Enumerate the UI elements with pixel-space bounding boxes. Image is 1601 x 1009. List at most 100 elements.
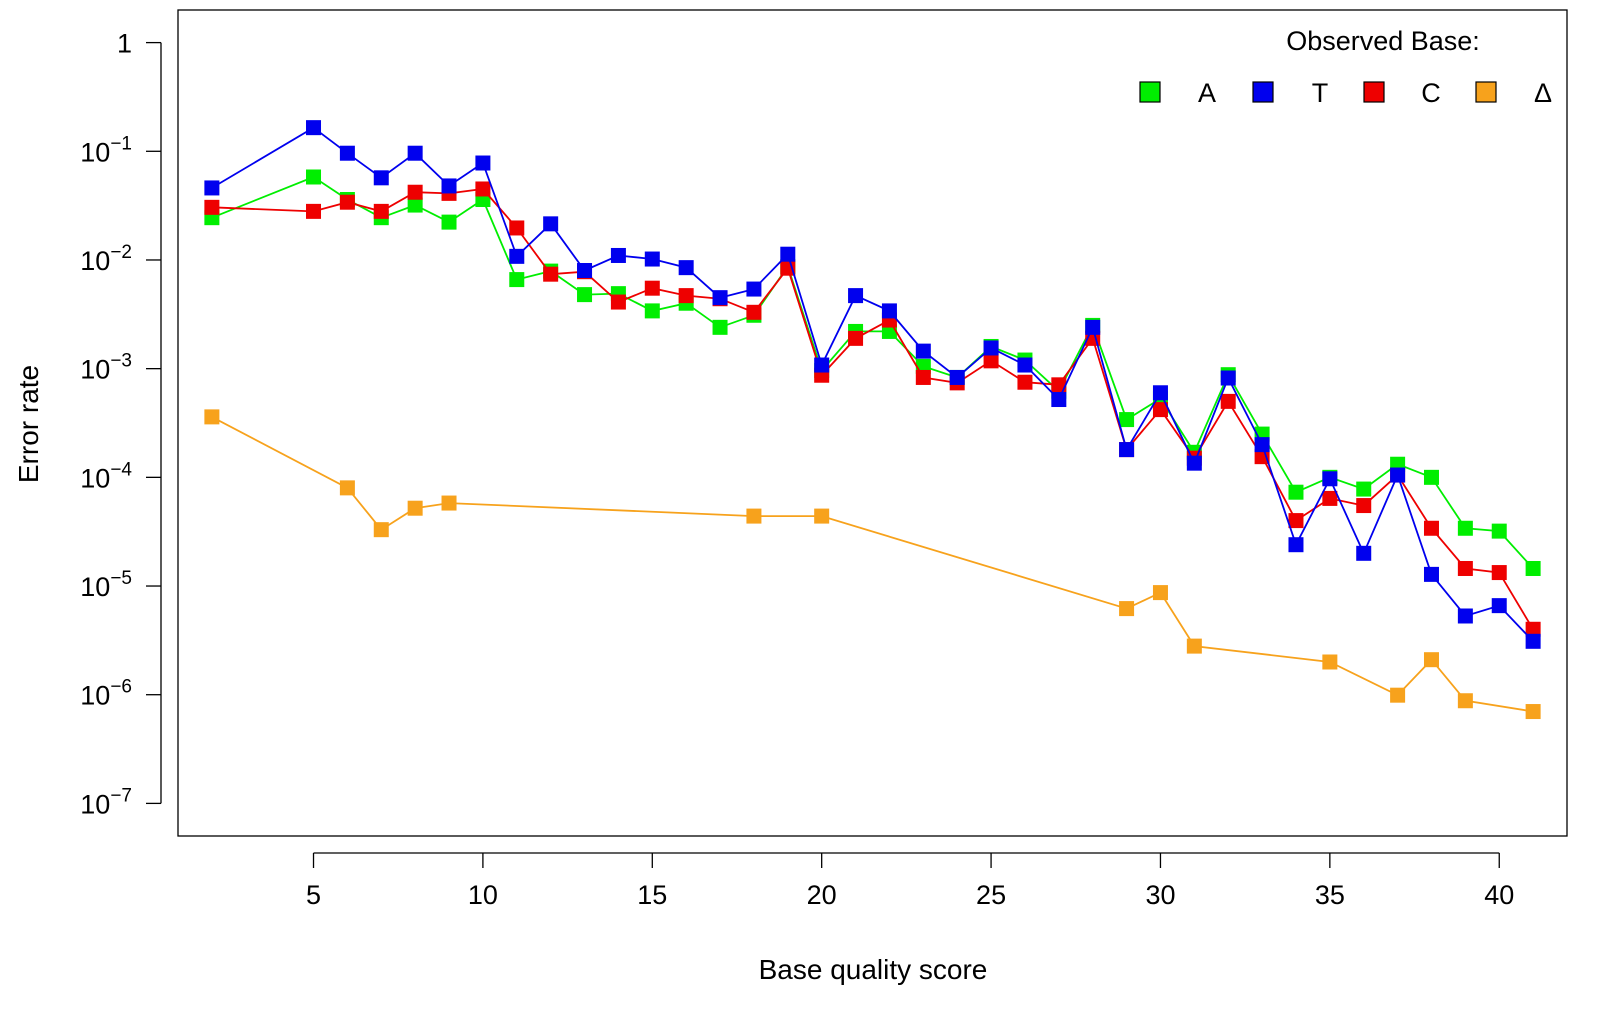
data-point (204, 180, 220, 196)
data-point (1119, 412, 1135, 428)
data-point (373, 522, 389, 538)
data-point (204, 199, 220, 215)
x-tick-label: 30 (1145, 880, 1175, 910)
data-point (1017, 357, 1033, 373)
data-point (814, 508, 830, 524)
y-tick-exponent: −1 (110, 133, 132, 154)
data-point (915, 343, 931, 359)
data-point (746, 304, 762, 320)
data-point (1423, 566, 1439, 582)
y-tick-base: 10 (80, 572, 110, 602)
x-tick-label: 5 (306, 880, 321, 910)
data-point (1254, 437, 1270, 453)
y-tick-label: 10−1 (80, 133, 132, 167)
data-point (407, 184, 423, 200)
data-point (306, 169, 322, 185)
series-line (211, 188, 1534, 630)
data-point (610, 294, 626, 310)
legend-label: Δ (1534, 78, 1552, 108)
data-point (1017, 374, 1033, 390)
data-point (1390, 467, 1406, 483)
data-point (577, 287, 593, 303)
y-tick-exponent: −6 (110, 677, 132, 698)
data-point (373, 170, 389, 186)
y-tick-label: 10−5 (80, 568, 132, 602)
y-tick-base: 10 (80, 463, 110, 493)
data-point (1119, 442, 1135, 458)
data-point (1491, 523, 1507, 539)
data-point (509, 220, 525, 236)
data-point (543, 266, 559, 282)
data-point (780, 246, 796, 262)
legend-title: Observed Base: (1286, 26, 1480, 56)
series-t (204, 120, 1541, 649)
data-point (339, 194, 355, 210)
x-tick-label: 35 (1315, 880, 1345, 910)
y-tick-exponent: −7 (110, 785, 132, 806)
data-point (610, 247, 626, 263)
data-point (1525, 704, 1541, 720)
data-point (1152, 585, 1168, 601)
plot-frame (177, 9, 1568, 837)
data-point (1356, 481, 1372, 497)
legend-label: C (1421, 78, 1441, 108)
data-point (475, 155, 491, 171)
y-tick-label: 10−3 (80, 351, 132, 385)
legend: Observed Base: A T C Δ (1139, 26, 1552, 108)
series-layer (204, 120, 1541, 720)
data-point (577, 263, 593, 279)
data-point (1491, 598, 1507, 614)
data-point (712, 319, 728, 335)
data-point (1356, 498, 1372, 514)
data-point (204, 409, 220, 425)
data-point (983, 353, 999, 369)
data-point (678, 260, 694, 276)
data-point (441, 214, 457, 230)
data-point (441, 495, 457, 511)
y-tick-label: 10−2 (80, 242, 132, 276)
data-point (644, 280, 660, 296)
data-point (1322, 654, 1338, 670)
legend-swatch (1475, 81, 1497, 103)
data-point (1423, 469, 1439, 485)
data-point (848, 330, 864, 346)
y-tick-label: 10−7 (80, 785, 132, 819)
y-tick-label: 10−6 (80, 677, 132, 711)
data-point (678, 288, 694, 304)
data-point (1186, 638, 1202, 654)
x-tick-label: 15 (637, 880, 667, 910)
y-tick-exponent: −2 (110, 242, 132, 263)
y-tick-base: 10 (80, 246, 110, 276)
data-point (407, 145, 423, 161)
x-axis-title: Base quality score (759, 954, 988, 985)
data-point (543, 216, 559, 232)
data-point (1152, 385, 1168, 401)
y-tick-base: 10 (80, 789, 110, 819)
y-tick-label: 1 (117, 29, 132, 59)
data-point (373, 203, 389, 219)
series-delta (204, 409, 1541, 720)
data-point (1423, 520, 1439, 536)
data-point (1186, 455, 1202, 471)
data-point (1322, 490, 1338, 506)
data-point (339, 480, 355, 496)
data-point (509, 272, 525, 288)
legend-swatch (1363, 81, 1385, 103)
data-point (1051, 392, 1067, 408)
data-point (1356, 545, 1372, 561)
legend-label: T (1312, 78, 1329, 108)
data-point (1423, 652, 1439, 668)
x-tick-label: 10 (468, 880, 498, 910)
data-point (1152, 402, 1168, 418)
data-point (1457, 608, 1473, 624)
data-point (644, 251, 660, 267)
series-line (211, 126, 1534, 642)
data-point (1220, 393, 1236, 409)
data-point (814, 357, 830, 373)
data-point (983, 340, 999, 356)
data-point (746, 281, 762, 297)
y-tick-exponent: −5 (110, 568, 132, 589)
data-point (306, 120, 322, 136)
y-tick-label: 10−4 (80, 459, 132, 493)
